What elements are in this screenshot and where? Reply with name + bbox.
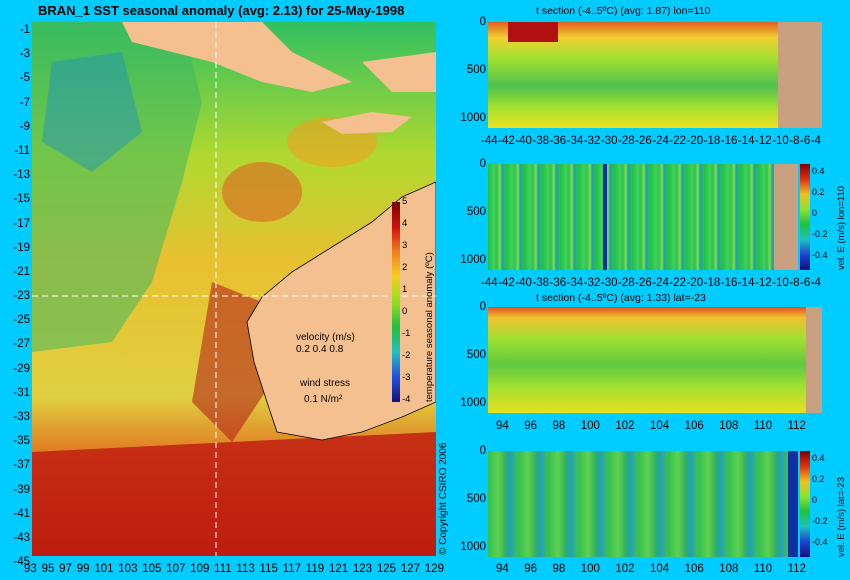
panel2-y-ticks: 0 500 1000 (460, 158, 486, 266)
panel4-colorbar-ticks: 0.4 0.2 0 -0.2 -0.4 (812, 453, 828, 547)
panel4-y-ticks: 0 500 1000 (460, 445, 486, 553)
panel2-jet (603, 164, 607, 270)
panel2-colorbar-label: vel. E (m/s) lon=110 (836, 185, 847, 270)
panel1-land (778, 22, 822, 128)
panel2-colorbar (800, 164, 810, 270)
panel1-title: t section (-4..5ºC) (avg: 1.87) lon=110 (536, 5, 711, 17)
map-lon-labels: 93 95 97 99 101 103 105 107 109 111 113 … (24, 563, 444, 575)
panel4-colorbar-label: vel. E (m/s) lat=-23 (836, 477, 847, 557)
panel3-x-ticks: 94 96 98 100 102 104 106 108 110 112 (496, 420, 806, 432)
panel4-boundary-current (788, 451, 798, 557)
t-section-lon110-plot (488, 22, 822, 128)
panel2-x-ticks: -44 -42 -40 -38 -36 -34 -32 -30 -28 -26 -24 -22 -20-… (481, 277, 821, 289)
vel-e-lat-23-plot (488, 451, 798, 557)
panel2-land (774, 164, 798, 270)
panel2-colorbar-ticks: 0.4 0.2 0 -0.2 -0.4 (812, 166, 828, 260)
velocity-legend-title: velocity (m/s) (296, 332, 355, 343)
sst-anomaly-map: 5 4 3 2 1 0 -1 -2 -3 -4 temperature seas… (32, 22, 436, 556)
t-section-lat-23-plot (488, 307, 822, 413)
map-title: BRAN_1 SST seasonal anomaly (avg: 2.13) … (38, 3, 405, 18)
sst-map-graphic (32, 22, 436, 556)
panel3-title: t section (-4..5ºC) (avg: 1.33) lat=-23 (536, 292, 706, 304)
copyright-text: © Copyright CSIRO 2006 (438, 442, 449, 555)
wind-legend-scale: 0.1 N/m² (304, 394, 343, 405)
panel1-warm-patch (508, 22, 558, 42)
vel-e-lon110-plot (488, 164, 798, 270)
map-colorbar-ticks: 5 4 3 2 1 0 -1 -2 -3 -4 (402, 196, 411, 405)
panel4-x-ticks: 94 96 98 100 102 104 106 108 110 112 (496, 563, 806, 575)
map-colorbar (392, 202, 400, 402)
panel3-y-ticks: 0 500 1000 (460, 301, 486, 409)
velocity-legend-scale: 0.2 0.4 0.8 (296, 344, 344, 355)
wind-legend-title: wind stress (300, 378, 351, 389)
panel1-x-ticks: -44 -42 -40 -38 -36 -34 -32 -30 -28 -26 -24 -22 -20-… (481, 135, 821, 147)
panel1-y-ticks: 0 500 1000 (460, 16, 486, 124)
map-lat-labels: -1 -3 -5 -7 -9 -11 -13 -15 -17 -19 -21 -… (13, 24, 30, 569)
panel4-colorbar (800, 451, 810, 557)
panel3-land (806, 307, 822, 413)
map-colorbar-label: temperature seasonal anomaly (ºC) (424, 252, 435, 402)
